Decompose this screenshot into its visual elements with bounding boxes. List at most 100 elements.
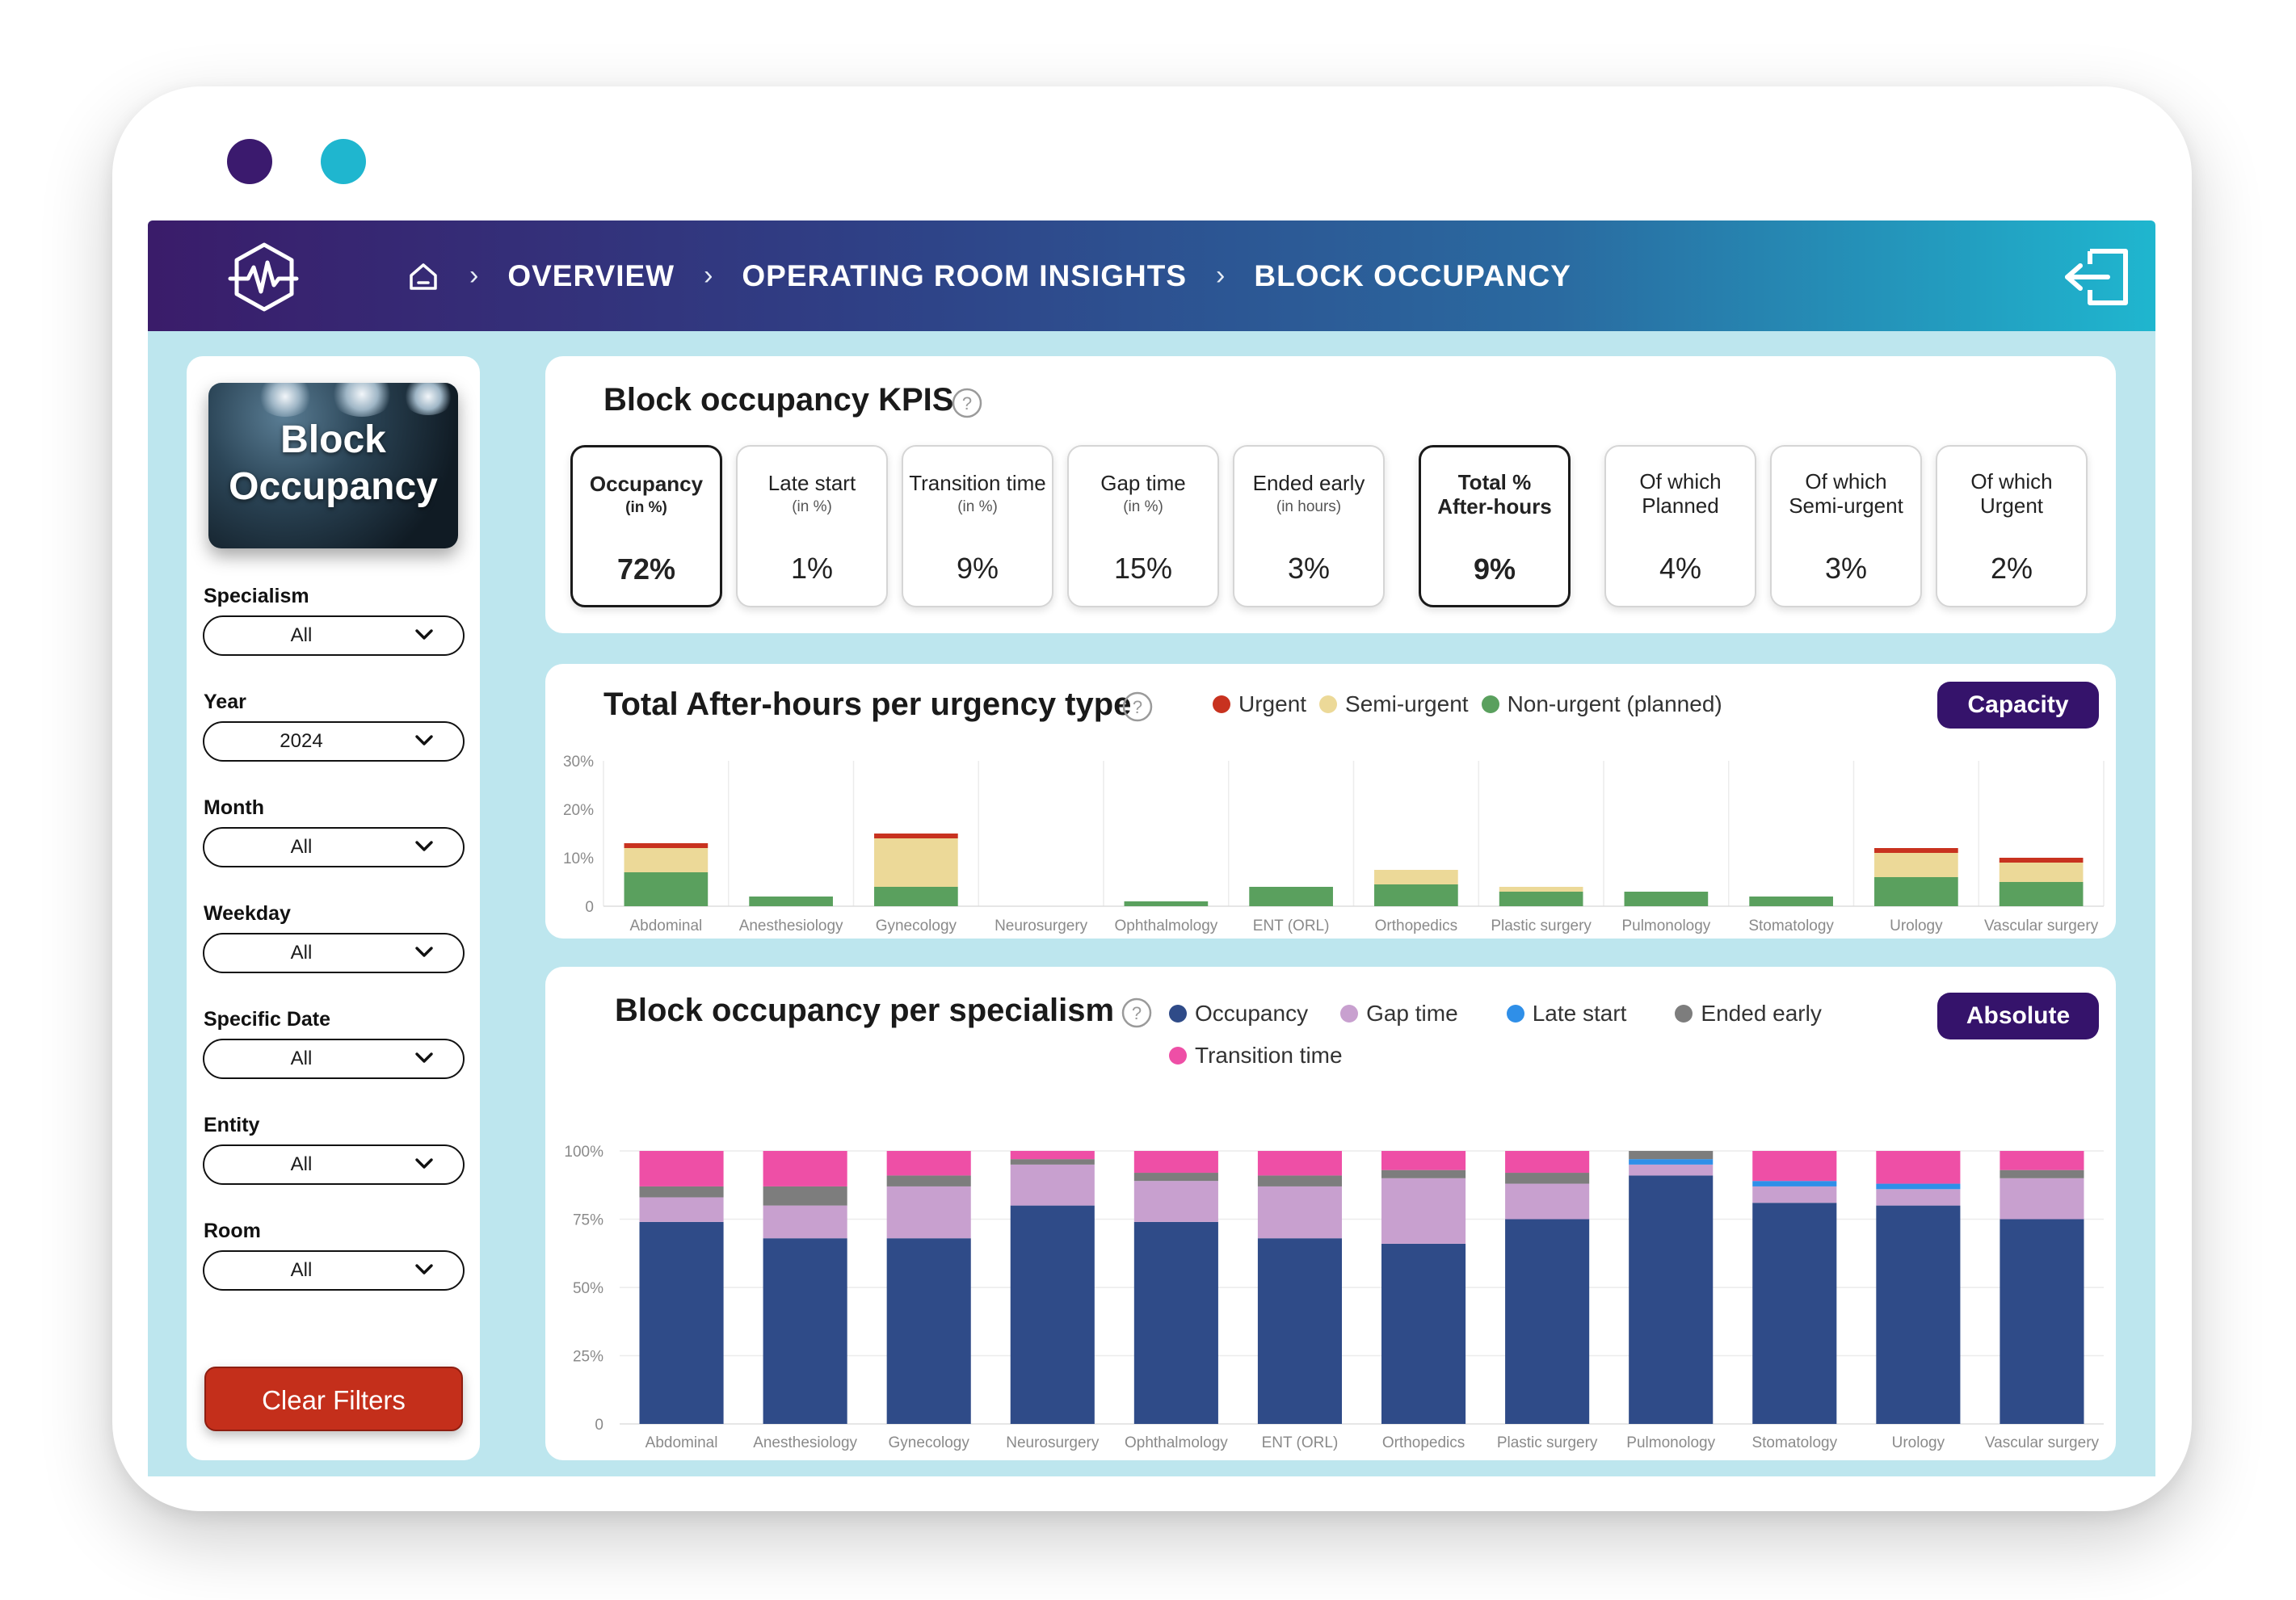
bar-abdominal-gap-time[interactable] xyxy=(639,1197,724,1222)
bar-ophthalmology-occupancy[interactable] xyxy=(1133,1221,1218,1424)
breadcrumb-operating-room-insights[interactable]: OPERATING ROOM INSIGHTS xyxy=(742,258,1188,292)
bar-vascular-surgery-occupancy[interactable] xyxy=(2000,1219,2084,1425)
bar-gynecology-non-urgent-planned[interactable] xyxy=(874,887,958,906)
bar-neurosurgery-gap-time[interactable] xyxy=(1010,1164,1095,1206)
bar-abdominal-semi-urgent[interactable] xyxy=(624,848,709,872)
kpi-card-gap-time[interactable]: Gap time (in %) 15% xyxy=(1067,445,1219,607)
month-select[interactable]: All xyxy=(203,827,465,867)
bar-ent-orl-transition-time[interactable] xyxy=(1257,1151,1343,1176)
bar-abdominal-ended-early[interactable] xyxy=(639,1186,724,1198)
x-tick-label-plastic-surgery: Plastic surgery xyxy=(1497,1434,1598,1451)
bar-anesthesiology-non-urgent-planned[interactable] xyxy=(749,897,833,906)
room-select[interactable]: All xyxy=(203,1250,465,1291)
bar-stomatology-non-urgent-planned[interactable] xyxy=(1749,897,1833,906)
bar-pulmonology-non-urgent-planned[interactable] xyxy=(1624,892,1709,906)
clear-filters-button[interactable]: Clear Filters xyxy=(204,1367,463,1431)
bar-abdominal-urgent[interactable] xyxy=(624,843,709,848)
bar-ophthalmology-ended-early[interactable] xyxy=(1133,1173,1218,1182)
kpi-card-total-after-hours[interactable]: Total % After-hours 9% xyxy=(1419,445,1571,607)
bar-pulmonology-occupancy[interactable] xyxy=(1629,1175,1714,1424)
home-icon[interactable] xyxy=(406,259,440,293)
bar-neurosurgery-ended-early[interactable] xyxy=(1010,1159,1095,1165)
logout-icon[interactable] xyxy=(2063,245,2134,309)
bar-anesthesiology-ended-early[interactable] xyxy=(763,1186,847,1206)
bar-pulmonology-ended-early[interactable] xyxy=(1629,1151,1714,1160)
bar-vascular-surgery-gap-time[interactable] xyxy=(2000,1178,2084,1220)
bar-urology-gap-time[interactable] xyxy=(1876,1189,1961,1206)
heartbeat-hexagon-icon[interactable] xyxy=(227,240,301,314)
kpi-card-late-start[interactable]: Late start (in %) 1% xyxy=(736,445,888,607)
weekday-select[interactable]: All xyxy=(203,933,465,973)
specialism-select[interactable]: All xyxy=(203,615,465,656)
bar-anesthesiology-occupancy[interactable] xyxy=(763,1238,847,1424)
bar-plastic-surgery-gap-time[interactable] xyxy=(1505,1183,1590,1220)
bar-anesthesiology-gap-time[interactable] xyxy=(763,1205,847,1239)
bar-orthopedics-occupancy[interactable] xyxy=(1381,1243,1466,1424)
year-select[interactable]: 2024 xyxy=(203,721,465,762)
kpi-card-transition-time[interactable]: Transition time (in %) 9% xyxy=(902,445,1053,607)
bar-stomatology-occupancy[interactable] xyxy=(1752,1203,1837,1424)
bar-abdominal-transition-time[interactable] xyxy=(639,1151,724,1186)
breadcrumb-block-occupancy[interactable]: BLOCK OCCUPANCY xyxy=(1254,258,1571,292)
bar-plastic-surgery-transition-time[interactable] xyxy=(1505,1151,1590,1174)
capacity-toggle-button[interactable]: Capacity xyxy=(1937,682,2099,729)
bar-plastic-surgery-non-urgent-planned[interactable] xyxy=(1499,892,1583,906)
bar-ophthalmology-transition-time[interactable] xyxy=(1133,1151,1218,1174)
bar-orthopedics-non-urgent-planned[interactable] xyxy=(1374,884,1458,906)
help-icon[interactable]: ? xyxy=(951,387,983,419)
bar-vascular-surgery-non-urgent-planned[interactable] xyxy=(1999,882,2084,906)
bar-vascular-surgery-ended-early[interactable] xyxy=(2000,1170,2084,1178)
bar-abdominal-occupancy[interactable] xyxy=(639,1221,724,1424)
entity-select[interactable]: All xyxy=(203,1144,465,1185)
kpi-card-ended-early[interactable]: Ended early (in hours) 3% xyxy=(1233,445,1385,607)
bar-abdominal-non-urgent-planned[interactable] xyxy=(624,872,709,906)
bar-vascular-surgery-transition-time[interactable] xyxy=(2000,1151,2084,1170)
bar-orthopedics-ended-early[interactable] xyxy=(1381,1170,1466,1178)
bar-gynecology-urgent[interactable] xyxy=(874,834,958,838)
bar-orthopedics-semi-urgent[interactable] xyxy=(1374,870,1458,884)
bar-urology-transition-time[interactable] xyxy=(1876,1151,1961,1184)
bar-neurosurgery-occupancy[interactable] xyxy=(1010,1205,1095,1424)
kpi-card-of-which-planned[interactable]: Of which Planned 4% xyxy=(1604,445,1756,607)
bar-plastic-surgery-ended-early[interactable] xyxy=(1505,1173,1590,1184)
bar-plastic-surgery-occupancy[interactable] xyxy=(1505,1219,1590,1425)
bar-anesthesiology-transition-time[interactable] xyxy=(763,1151,847,1186)
bar-stomatology-gap-time[interactable] xyxy=(1752,1186,1837,1203)
bar-ent-orl-gap-time[interactable] xyxy=(1257,1186,1343,1239)
bar-orthopedics-gap-time[interactable] xyxy=(1381,1178,1466,1244)
bar-gynecology-transition-time[interactable] xyxy=(886,1151,971,1176)
specific-date-select[interactable]: All xyxy=(203,1039,465,1079)
bar-gynecology-ended-early[interactable] xyxy=(886,1175,971,1186)
bar-urology-occupancy[interactable] xyxy=(1876,1205,1961,1424)
bar-orthopedics-transition-time[interactable] xyxy=(1381,1151,1466,1170)
absolute-toggle-button[interactable]: Absolute xyxy=(1937,993,2099,1039)
bar-ent-orl-occupancy[interactable] xyxy=(1257,1238,1343,1424)
y-tick-label: 75% xyxy=(573,1212,603,1229)
bar-urology-non-urgent-planned[interactable] xyxy=(1874,877,1958,906)
kpi-card-occupancy[interactable]: Occupancy (in %) 72% xyxy=(570,445,722,607)
kpi-card-of-which-urgent[interactable]: Of which Urgent 2% xyxy=(1936,445,2088,607)
bar-ent-orl-ended-early[interactable] xyxy=(1257,1175,1343,1186)
bar-gynecology-gap-time[interactable] xyxy=(886,1186,971,1239)
bar-gynecology-occupancy[interactable] xyxy=(886,1238,971,1424)
bar-gynecology-semi-urgent[interactable] xyxy=(874,838,958,887)
bar-plastic-surgery-semi-urgent[interactable] xyxy=(1499,887,1583,892)
dashboard-screen: › OVERVIEW › OPERATING ROOM INSIGHTS › B… xyxy=(148,220,2155,1476)
bar-stomatology-late-start[interactable] xyxy=(1752,1181,1837,1186)
help-icon[interactable]: ? xyxy=(1121,997,1153,1029)
bar-pulmonology-gap-time[interactable] xyxy=(1629,1164,1714,1176)
bar-ent-orl-non-urgent-planned[interactable] xyxy=(1249,887,1333,906)
bar-stomatology-transition-time[interactable] xyxy=(1752,1151,1837,1182)
help-icon[interactable]: ? xyxy=(1121,691,1154,723)
bar-urology-urgent[interactable] xyxy=(1874,848,1958,853)
bar-pulmonology-late-start[interactable] xyxy=(1629,1159,1714,1165)
breadcrumb-overview[interactable]: OVERVIEW xyxy=(507,258,675,292)
bar-ophthalmology-non-urgent-planned[interactable] xyxy=(1124,901,1209,906)
kpi-card-of-which-semi-urgent[interactable]: Of which Semi-urgent 3% xyxy=(1770,445,1922,607)
bar-urology-late-start[interactable] xyxy=(1876,1183,1961,1190)
bar-neurosurgery-transition-time[interactable] xyxy=(1010,1151,1095,1160)
bar-vascular-surgery-semi-urgent[interactable] xyxy=(1999,863,2084,882)
bar-vascular-surgery-urgent[interactable] xyxy=(1999,858,2084,863)
bar-urology-semi-urgent[interactable] xyxy=(1874,853,1958,877)
bar-ophthalmology-gap-time[interactable] xyxy=(1133,1181,1218,1222)
